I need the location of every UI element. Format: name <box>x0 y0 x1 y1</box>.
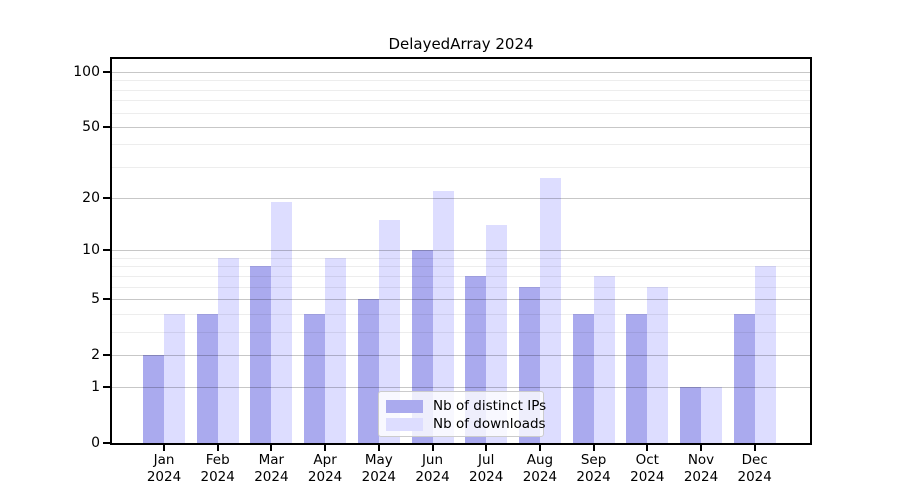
y-tick-label: 0 <box>91 435 100 451</box>
gridline-minor <box>112 313 810 315</box>
gridline-minor <box>112 331 810 333</box>
chart-title: DelayedArray 2024 <box>388 35 534 53</box>
bar-distinct-ips-mar <box>250 266 272 443</box>
gridline-major <box>112 387 810 389</box>
gridline-major <box>112 198 810 200</box>
x-tick-mark <box>324 445 327 451</box>
gridline-minor <box>112 144 810 146</box>
gridline-major <box>112 354 810 356</box>
bar-downloads-may <box>378 220 400 443</box>
x-tick-mark <box>592 445 595 451</box>
x-tick-label-may: May 2024 <box>361 452 396 485</box>
bar-downloads-jan <box>164 313 185 443</box>
gridline-minor <box>112 266 810 268</box>
y-tick-mark <box>103 297 110 300</box>
gridline-minor <box>112 112 810 114</box>
x-tick-mark <box>700 445 702 451</box>
legend-row: Nb of downloads <box>386 416 546 432</box>
y-tick-label: 5 <box>91 290 100 307</box>
bar-downloads-feb <box>217 257 239 443</box>
gridline-minor <box>112 80 810 82</box>
x-tick-mark <box>753 445 756 451</box>
bar-downloads-mar <box>271 202 293 443</box>
y-tick-mark <box>103 386 110 389</box>
y-tick-label: 20 <box>82 190 100 207</box>
gridline-major <box>112 126 810 128</box>
bar-distinct-ips-feb <box>196 313 218 443</box>
y-tick-mark <box>103 249 110 252</box>
y-tick-mark <box>103 125 110 128</box>
bar-downloads-aug <box>539 178 561 443</box>
gridline-major <box>112 71 810 73</box>
legend-swatch-downloads <box>386 417 423 431</box>
bar-distinct-ips-dec <box>733 313 755 443</box>
x-tick-mark <box>646 445 649 451</box>
y-tick-label: 2 <box>91 346 100 363</box>
gridline-major <box>112 250 810 252</box>
x-tick-label-jul: Jul 2024 <box>469 452 504 485</box>
bar-downloads-jul <box>486 225 508 443</box>
bar-distinct-ips-apr <box>304 313 326 443</box>
x-tick-mark <box>216 445 219 451</box>
bar-downloads-nov <box>701 387 722 443</box>
x-tick-label-mar: Mar 2024 <box>254 452 289 485</box>
x-tick-label-nov: Nov 2024 <box>683 452 719 485</box>
x-tick-label-aug: Aug 2024 <box>522 452 558 485</box>
x-tick-label-apr: Apr 2024 <box>307 452 343 485</box>
y-tick-mark <box>103 442 110 444</box>
legend-swatch-distinct-ips <box>386 399 423 413</box>
x-tick-mark <box>377 445 380 451</box>
bar-downloads-oct <box>647 286 669 443</box>
bar-distinct-ips-may <box>357 298 379 443</box>
y-tick-mark <box>103 70 110 73</box>
x-tick-mark <box>431 445 434 451</box>
legend: Nb of distinct IPs Nb of downloads <box>378 391 546 437</box>
gridline-minor <box>112 257 810 259</box>
y-tick-label: 50 <box>82 118 100 135</box>
y-tick-mark <box>103 353 110 356</box>
gridline-minor <box>112 100 810 102</box>
bar-distinct-ips-sep <box>572 313 594 443</box>
gridline-minor <box>112 275 810 277</box>
x-tick-mark <box>163 445 165 451</box>
x-tick-label-feb: Feb 2024 <box>200 452 235 485</box>
x-tick-label-jun: Jun 2024 <box>415 452 450 485</box>
bar-downloads-apr <box>325 257 347 443</box>
x-tick-mark <box>538 445 541 451</box>
legend-label: Nb of downloads <box>433 416 546 432</box>
bar-downloads-sep <box>593 275 615 443</box>
bar-downloads-jun <box>432 190 454 443</box>
gridline-minor <box>112 286 810 288</box>
y-tick-mark <box>103 197 110 200</box>
bar-distinct-ips-nov <box>680 387 701 443</box>
x-tick-label-jan: Jan 2024 <box>146 452 182 485</box>
x-tick-label-oct: Oct 2024 <box>630 452 665 485</box>
x-tick-mark <box>485 445 488 451</box>
gridline-minor <box>112 166 810 168</box>
y-tick-label: 10 <box>82 242 100 259</box>
y-tick-label: 100 <box>73 63 100 80</box>
legend-row: Nb of distinct IPs <box>386 398 546 414</box>
x-tick-mark <box>270 445 273 451</box>
bar-distinct-ips-oct <box>626 313 648 443</box>
gridline-major <box>112 298 810 300</box>
x-tick-label-dec: Dec 2024 <box>737 452 772 485</box>
bar-distinct-ips-jan <box>143 354 164 443</box>
bar-downloads-dec <box>754 266 776 443</box>
legend-label: Nb of distinct IPs <box>433 398 547 414</box>
x-tick-label-sep: Sep 2024 <box>576 452 611 485</box>
y-tick-label: 1 <box>91 379 100 396</box>
gridline-minor <box>112 89 810 91</box>
plot-area <box>112 59 810 443</box>
